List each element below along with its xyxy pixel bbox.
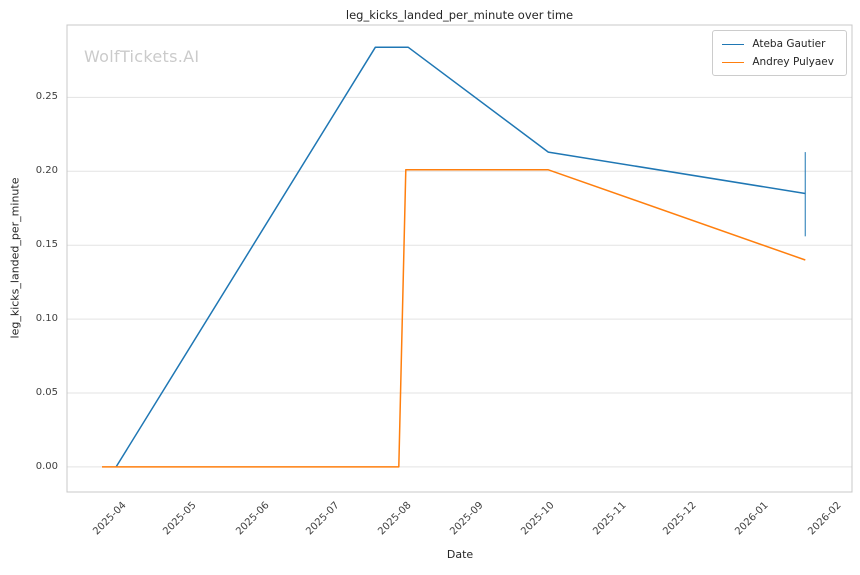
series-line-1: [115, 46, 806, 468]
legend-item: Andrey Pulyaev: [722, 56, 834, 68]
watermark: WolfTickets.AI: [84, 47, 200, 66]
plot-border: [66, 24, 853, 493]
y-tick-label: 0.00: [35, 460, 58, 472]
legend-line-sample: [722, 61, 745, 63]
legend-label: Andrey Pulyaev: [752, 56, 834, 68]
y-tick-label: 0.10: [35, 313, 58, 325]
legend-label: Ateba Gautier: [752, 38, 826, 50]
x-axis-label: Date: [446, 548, 474, 561]
legend-item: Ateba Gautier: [722, 38, 834, 50]
y-tick-label: 0.05: [35, 386, 58, 398]
chart-title: leg_kicks_landed_per_minute over time: [345, 8, 574, 22]
legend: Ateba Gautier Andrey Pulyaev: [712, 30, 847, 76]
legend-line-sample: [722, 43, 745, 45]
series-line-2: [102, 169, 806, 468]
y-tick-label: 0.15: [35, 239, 58, 251]
y-tick-label: 0.25: [35, 91, 58, 103]
y-tick-label: 0.20: [35, 165, 58, 177]
